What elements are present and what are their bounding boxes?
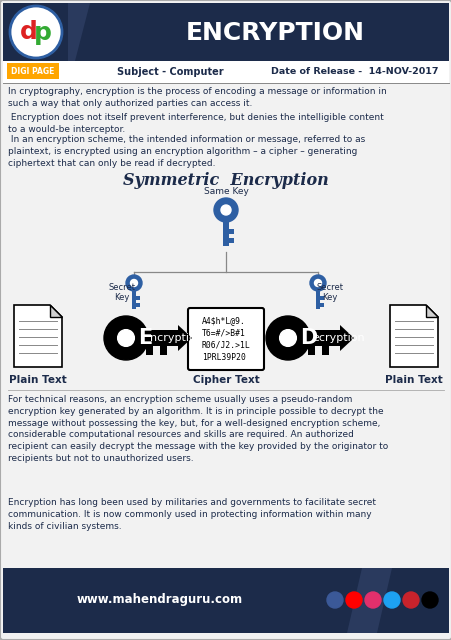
Text: Date of Release -  14-NOV-2017: Date of Release - 14-NOV-2017: [271, 67, 438, 77]
FancyBboxPatch shape: [188, 308, 263, 370]
Text: ENCRYPTION: ENCRYPTION: [185, 21, 364, 45]
Polygon shape: [389, 305, 437, 367]
Text: Cipher Text: Cipher Text: [192, 375, 259, 385]
Text: In cryptography, encryption is the process of encoding a message or information : In cryptography, encryption is the proce…: [8, 87, 386, 108]
Bar: [132, 291, 136, 309]
Polygon shape: [14, 305, 62, 367]
Text: Plain Text: Plain Text: [384, 375, 442, 385]
Text: d: d: [20, 20, 38, 44]
Text: Secret
Key: Secret Key: [108, 283, 135, 302]
Text: E: E: [138, 328, 152, 348]
Text: p: p: [34, 21, 52, 45]
Bar: [3, 61, 448, 83]
Circle shape: [117, 330, 134, 346]
Text: For technical reasons, an encryption scheme usually uses a pseudo-random
encrypt: For technical reasons, an encryption sch…: [8, 395, 387, 463]
Text: Plain Text: Plain Text: [9, 375, 67, 385]
Bar: [315, 291, 319, 309]
Text: D: D: [299, 328, 317, 348]
Circle shape: [364, 592, 380, 608]
Circle shape: [314, 280, 321, 287]
Bar: [146, 346, 152, 355]
Bar: [126, 330, 178, 346]
Circle shape: [130, 280, 137, 287]
Bar: [3, 568, 448, 633]
Bar: [319, 296, 323, 300]
Text: ecryption: ecryption: [311, 333, 364, 343]
Bar: [287, 330, 339, 346]
Text: www.mahendraguru.com: www.mahendraguru.com: [77, 593, 243, 607]
Bar: [321, 346, 328, 355]
Polygon shape: [68, 3, 90, 61]
Bar: [7, 63, 59, 79]
Bar: [229, 238, 234, 243]
Circle shape: [383, 592, 399, 608]
Circle shape: [421, 592, 437, 608]
Circle shape: [213, 198, 238, 222]
Text: DIGI PAGE: DIGI PAGE: [11, 67, 55, 76]
Circle shape: [326, 592, 342, 608]
Text: In an encryption scheme, the intended information or message, referred to as
pla: In an encryption scheme, the intended in…: [8, 135, 364, 168]
Circle shape: [10, 6, 62, 58]
Text: Encryption has long been used by militaries and governments to facilitate secret: Encryption has long been used by militar…: [8, 498, 375, 531]
Circle shape: [221, 205, 230, 215]
Bar: [307, 346, 314, 355]
Circle shape: [402, 592, 418, 608]
Polygon shape: [178, 325, 192, 351]
Text: Encryption does not itself prevent interference, but denies the intelligible con: Encryption does not itself prevent inter…: [8, 113, 383, 134]
Bar: [319, 303, 323, 307]
Text: A4$h*L@9.
T6=#/>B#1
R06/J2.>1L
1PRL39P20: A4$h*L@9. T6=#/>B#1 R06/J2.>1L 1PRL39P20: [201, 316, 250, 362]
Text: Subject - Computer: Subject - Computer: [116, 67, 223, 77]
Polygon shape: [346, 568, 391, 633]
Text: ncryption: ncryption: [150, 333, 202, 343]
Circle shape: [345, 592, 361, 608]
Circle shape: [279, 330, 296, 346]
Bar: [136, 296, 140, 300]
Polygon shape: [50, 305, 62, 317]
Circle shape: [104, 316, 147, 360]
Bar: [229, 229, 234, 234]
Text: Symmetric  Encryption: Symmetric Encryption: [123, 172, 328, 189]
Bar: [160, 346, 166, 355]
Text: Secret
Key: Secret Key: [316, 283, 343, 302]
Circle shape: [126, 275, 142, 291]
Circle shape: [265, 316, 309, 360]
Polygon shape: [339, 325, 353, 351]
Bar: [222, 222, 229, 246]
Circle shape: [309, 275, 325, 291]
Bar: [3, 3, 448, 61]
Bar: [136, 303, 140, 307]
Text: Same Key: Same Key: [203, 187, 248, 196]
Polygon shape: [425, 305, 437, 317]
